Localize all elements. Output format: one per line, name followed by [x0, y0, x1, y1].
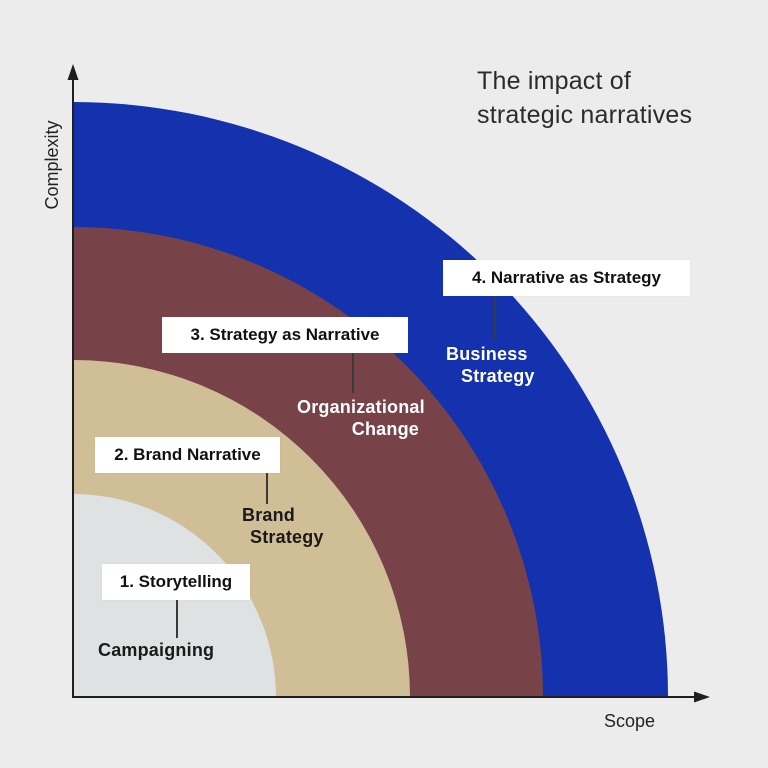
annotation-brand-strategy-line2: Strategy [250, 527, 324, 547]
annotation-organizational-change-line2: Change [351, 419, 419, 439]
diagram-title: The impact of strategic narratives [477, 64, 692, 132]
label-box-brand-narrative: 2. Brand Narrative [95, 437, 280, 473]
diagram-title-line2: strategic narratives [477, 101, 693, 129]
leader-line-storytelling [176, 600, 178, 638]
y-axis-label: Complexity [42, 120, 62, 210]
label-box-narrative-as-strategy-text: 4. Narrative as Strategy [472, 268, 661, 287]
label-box-narrative-as-strategy: 4. Narrative as Strategy [443, 260, 690, 296]
leader-line-narrative-as-strategy [494, 296, 496, 340]
annotation-organizational-change-line1: Organizational [297, 397, 425, 417]
label-box-storytelling-text: 1. Storytelling [119, 572, 233, 591]
label-box-strategy-as-narrative-text: 3. Strategy as Narrative [190, 325, 380, 344]
x-axis-label: Scope [604, 711, 656, 731]
annotation-campaigning-line1: Campaigning [98, 640, 215, 660]
leader-line-strategy-as-narrative [352, 353, 354, 393]
annotation-campaigning: Campaigning [98, 639, 214, 661]
label-box-storytelling: 1. Storytelling [102, 564, 250, 600]
axes [67, 64, 710, 703]
label-box-brand-narrative-text: 2. Brand Narrative [114, 445, 261, 464]
annotation-business-strategy-line1: Business [446, 344, 528, 364]
y-axis-arrow-icon [67, 64, 79, 80]
annotation-brand-strategy: Brand Strategy [242, 504, 324, 548]
annotation-brand-strategy-line1: Brand [242, 505, 296, 525]
diagram-title-line1: The impact of [477, 67, 632, 95]
annotation-business-strategy: Business Strategy [446, 343, 535, 387]
label-box-strategy-as-narrative: 3. Strategy as Narrative [162, 317, 408, 353]
annotation-organizational-change: Organizational Change [297, 396, 425, 440]
x-axis-arrow-icon [694, 691, 710, 703]
annotation-business-strategy-line2: Strategy [461, 366, 535, 386]
leader-line-brand-narrative [266, 473, 268, 504]
